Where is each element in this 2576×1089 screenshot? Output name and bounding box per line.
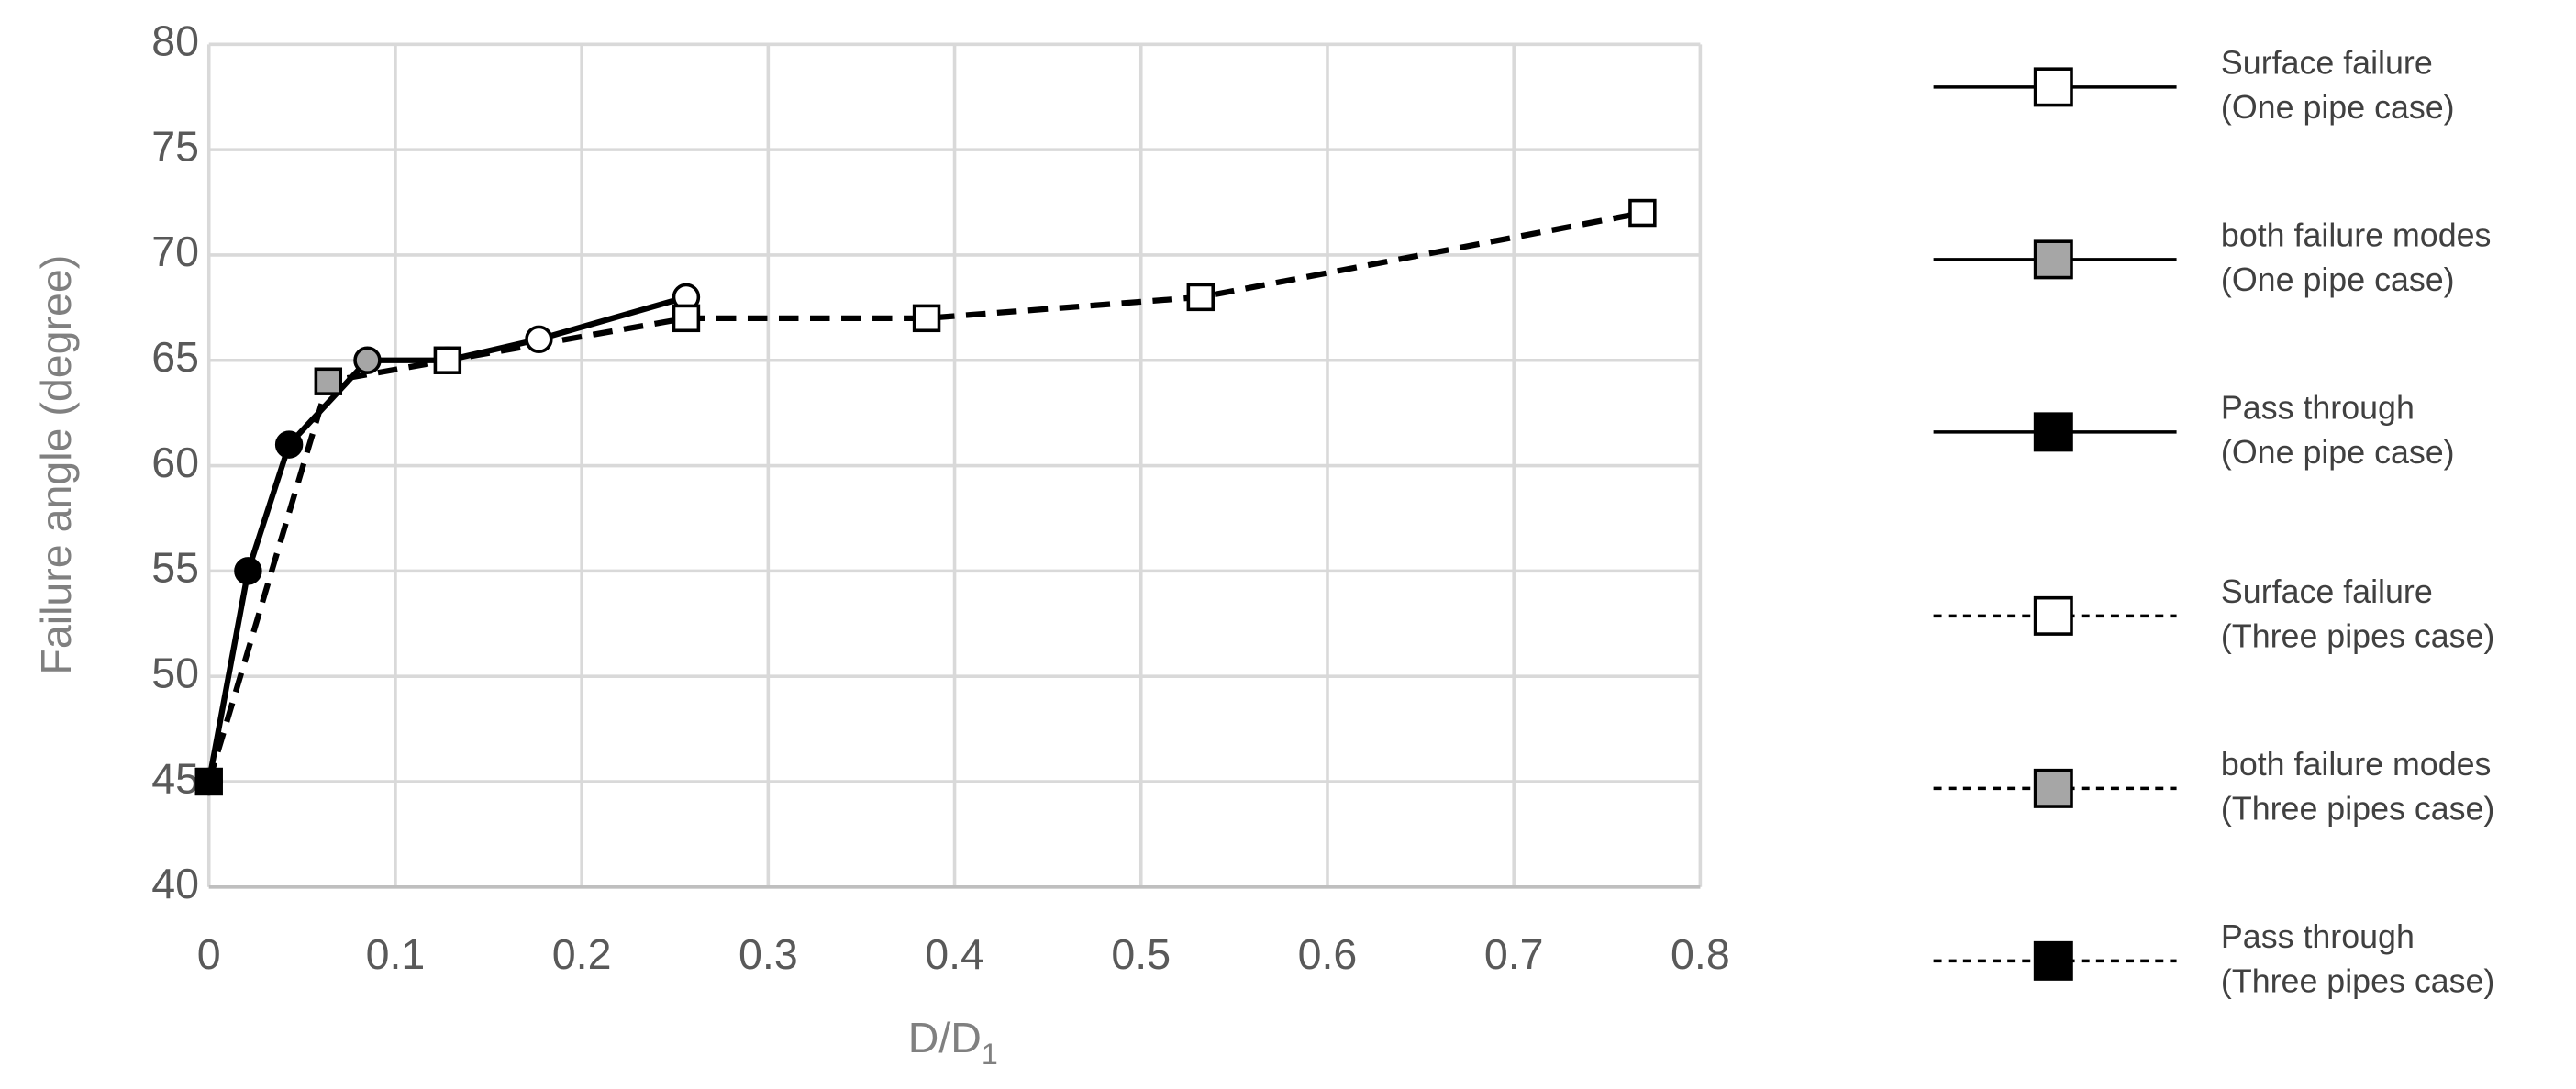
x-axis-label-sub: 1 <box>982 1038 998 1071</box>
y-tick-label: 80 <box>151 17 199 65</box>
y-tick-label: 75 <box>151 122 199 170</box>
x-tick-label: 0.2 <box>552 930 612 978</box>
marker <box>525 325 553 354</box>
marker <box>672 304 701 333</box>
x-axis-label: D/D1 <box>908 1014 998 1070</box>
y-tick-label: 60 <box>151 439 199 486</box>
legend-marker <box>2033 412 2073 452</box>
marker <box>194 767 223 796</box>
y-tick-label: 40 <box>151 860 199 907</box>
x-tick-label: 0.5 <box>1111 930 1171 978</box>
y-tick-label: 55 <box>151 544 199 592</box>
legend-marker <box>2033 940 2073 981</box>
marker <box>353 346 382 374</box>
legend-label-line: (Three pipes case) <box>2221 618 2494 655</box>
legend-label-line: Surface failure <box>2221 574 2433 611</box>
legend-label-line: both failure modes <box>2221 747 2492 783</box>
legend-label-line: (Three pipes case) <box>2221 963 2494 1000</box>
x-tick-label: 0.4 <box>925 930 984 978</box>
x-tick-label: 0.7 <box>1484 930 1544 978</box>
legend-label: Surface failure (One pipe case) <box>2221 45 2455 126</box>
line-three-pipes <box>205 209 1643 783</box>
y-tick-label: 65 <box>151 333 199 381</box>
marker <box>912 304 941 333</box>
marker <box>433 346 462 374</box>
legend-label-line: (One pipe case) <box>2221 434 2455 471</box>
legend-label: Surface failure (Three pipes case) <box>2221 574 2494 655</box>
marker <box>234 557 262 585</box>
legend-label-line: (One pipe case) <box>2221 89 2455 126</box>
legend-marker <box>2033 67 2073 107</box>
x-tick-label: 0.3 <box>738 930 798 978</box>
x-axis-label-main: D/D <box>908 1014 982 1061</box>
legend-label: both failure modes (Three pipes case) <box>2221 747 2494 828</box>
legend-label-line: both failure modes <box>2221 217 2492 254</box>
legend-label-line: Surface failure <box>2221 45 2433 82</box>
legend-label-line: Pass through <box>2221 919 2415 956</box>
legend-label-line: Pass through <box>2221 390 2415 427</box>
legend-marker <box>2033 595 2073 636</box>
legend-label-line: (One pipe case) <box>2221 261 2455 298</box>
marker <box>1628 198 1657 228</box>
legend-label: Pass through (Three pipes case) <box>2221 919 2494 1000</box>
y-tick-label: 70 <box>151 228 199 275</box>
legend-marker <box>2033 239 2073 280</box>
y-axis-label: Failure angle (degree) <box>32 255 80 675</box>
y-tick-label: 50 <box>151 649 199 696</box>
legend-label-line: (Three pipes case) <box>2221 791 2494 828</box>
x-tick-label: 0.1 <box>366 930 426 978</box>
marker <box>314 367 343 395</box>
legend-label: Pass through (One pipe case) <box>2221 390 2455 471</box>
legend-marker <box>2033 768 2073 808</box>
x-tick-label: 0 <box>197 930 221 978</box>
legend-label: both failure modes (One pipe case) <box>2221 217 2492 298</box>
marker <box>274 430 304 459</box>
x-tick-label: 0.8 <box>1671 930 1730 978</box>
y-tick-label: 45 <box>151 754 199 802</box>
x-tick-label: 0.6 <box>1298 930 1358 978</box>
marker <box>1186 283 1216 312</box>
